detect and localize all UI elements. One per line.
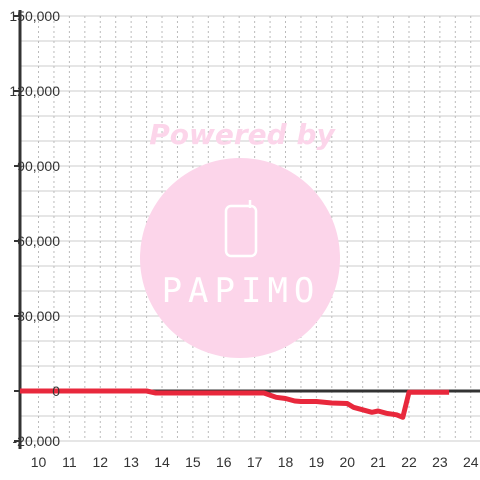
y-tick-label: -20,000 bbox=[13, 433, 61, 449]
series-layer bbox=[20, 388, 450, 420]
x-tick-label: 15 bbox=[185, 454, 201, 470]
watermark: Powered by PAPIMO bbox=[140, 118, 340, 358]
series-line bbox=[20, 388, 450, 420]
x-tick-label: 23 bbox=[432, 454, 448, 470]
x-tick-label: 12 bbox=[92, 454, 108, 470]
tick-labels: -20,000 0 30,000 60,000 90,000 120,000 150,000… bbox=[9, 8, 478, 470]
x-tick-label: 13 bbox=[123, 454, 139, 470]
watermark-brand: PAPIMO bbox=[162, 271, 321, 311]
x-tick-label: 19 bbox=[309, 454, 325, 470]
x-tick-label: 21 bbox=[370, 454, 386, 470]
x-tick-label: 22 bbox=[401, 454, 417, 470]
y-tick-label: 60,000 bbox=[17, 233, 60, 249]
x-tick-label: 10 bbox=[31, 454, 47, 470]
y-tick-label: 150,000 bbox=[9, 8, 60, 24]
y-tick-label: 0 bbox=[52, 383, 60, 399]
x-tick-label: 20 bbox=[339, 454, 355, 470]
y-tick-label: 120,000 bbox=[9, 83, 60, 99]
watermark-circle bbox=[140, 158, 340, 358]
grid-lines bbox=[20, 15, 480, 442]
x-tick-label: 16 bbox=[216, 454, 232, 470]
y-tick-label: 30,000 bbox=[17, 308, 60, 324]
x-tick-label: 17 bbox=[247, 454, 263, 470]
watermark-text: Powered by bbox=[149, 118, 336, 151]
x-tick-label: 24 bbox=[463, 454, 479, 470]
y-tick-label: 90,000 bbox=[17, 158, 60, 174]
x-tick-label: 11 bbox=[62, 454, 77, 470]
phone-icon bbox=[224, 200, 258, 258]
x-tick-label: 14 bbox=[154, 454, 170, 470]
x-tick-label: 18 bbox=[278, 454, 294, 470]
